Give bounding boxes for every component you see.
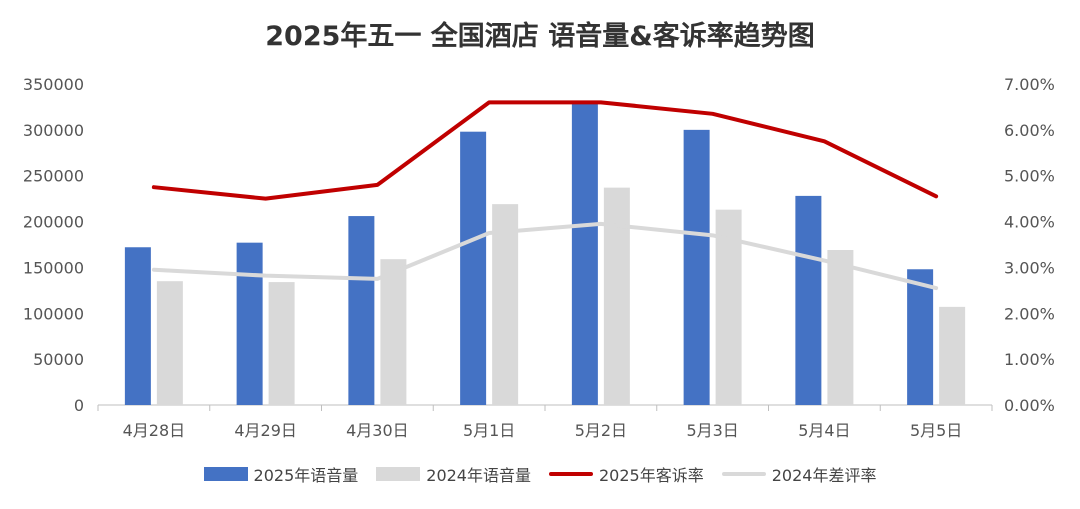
y-right-tick-label: 2.00% — [1004, 304, 1055, 323]
y-left-tick-label: 200000 — [23, 213, 84, 232]
y-left-tick-label: 250000 — [23, 167, 84, 186]
legend-label: 2025年客诉率 — [599, 466, 704, 485]
x-tick-label: 4月29日 — [234, 421, 297, 440]
x-tick-label: 4月28日 — [123, 421, 186, 440]
chart-title: 2025年五一 全国酒店 语音量&客诉率趋势图 — [265, 21, 815, 52]
bar-2024-volume — [156, 281, 183, 405]
legend-item-2025-volume: 2025年语音量 — [203, 462, 359, 486]
y-right-tick-label: 4.00% — [1004, 213, 1055, 232]
bar-2025-volume — [795, 195, 822, 405]
line-2024-negative-rate — [151, 221, 939, 291]
legend-item-2025-complaint-rate: 2025年客诉率 — [549, 462, 704, 486]
legend-label: 2024年语音量 — [426, 466, 531, 485]
bar-2024-volume — [603, 187, 630, 405]
bar-2024-volume — [380, 259, 407, 405]
bar-2024-volume — [939, 306, 966, 405]
chart-legend: 2025年语音量 2024年语音量 2025年客诉率 2024年差评率 — [0, 462, 1080, 486]
y-right-tick-label: 0.00% — [1004, 396, 1055, 415]
y-left-tick-label: 50000 — [33, 350, 84, 369]
bar-2025-volume — [907, 269, 934, 405]
y-left-tick-label: 150000 — [23, 258, 84, 277]
y-left-tick-label: 100000 — [23, 304, 84, 323]
x-tick-label: 5月2日 — [575, 421, 627, 440]
bar-2024-volume — [268, 282, 295, 405]
y-right-tick-label: 3.00% — [1004, 258, 1055, 277]
y-right-tick-label: 6.00% — [1004, 121, 1055, 140]
legend-swatch — [376, 467, 421, 481]
legend-swatch — [549, 472, 593, 476]
x-tick-label: 5月5日 — [910, 421, 962, 440]
bar-2024-volume — [827, 250, 854, 405]
bar-2025-volume — [683, 129, 710, 405]
x-tick-label: 4月30日 — [346, 421, 409, 440]
bar-2025-volume — [236, 242, 263, 405]
y-left-tick-label: 350000 — [23, 75, 84, 94]
y-right-tick-label: 5.00% — [1004, 167, 1055, 186]
legend-label: 2025年语音量 — [253, 466, 359, 485]
bar-2025-volume — [348, 216, 375, 405]
bar-2025-volume — [124, 247, 151, 405]
x-tick-label: 5月3日 — [686, 421, 738, 440]
y-left-tick-label: 300000 — [23, 121, 84, 140]
legend-item-2024-volume: 2024年语音量 — [376, 462, 531, 486]
x-tick-label: 5月1日 — [463, 421, 515, 440]
y-right-tick-label: 7.00% — [1004, 75, 1055, 94]
y-right-tick-label: 1.00% — [1004, 350, 1055, 369]
legend-item-2024-negative-rate: 2024年差评率 — [721, 462, 877, 486]
legend-swatch — [203, 467, 248, 481]
line-2025-complaint-rate — [151, 100, 939, 201]
x-tick-label: 5月4日 — [798, 421, 850, 440]
bar-2025-volume — [460, 131, 487, 406]
bar-2024-volume — [492, 204, 519, 405]
legend-swatch — [721, 472, 766, 476]
bar-2025-volume — [571, 102, 598, 405]
y-left-tick-label: 0 — [74, 396, 84, 415]
legend-label: 2024年差评率 — [771, 466, 877, 485]
